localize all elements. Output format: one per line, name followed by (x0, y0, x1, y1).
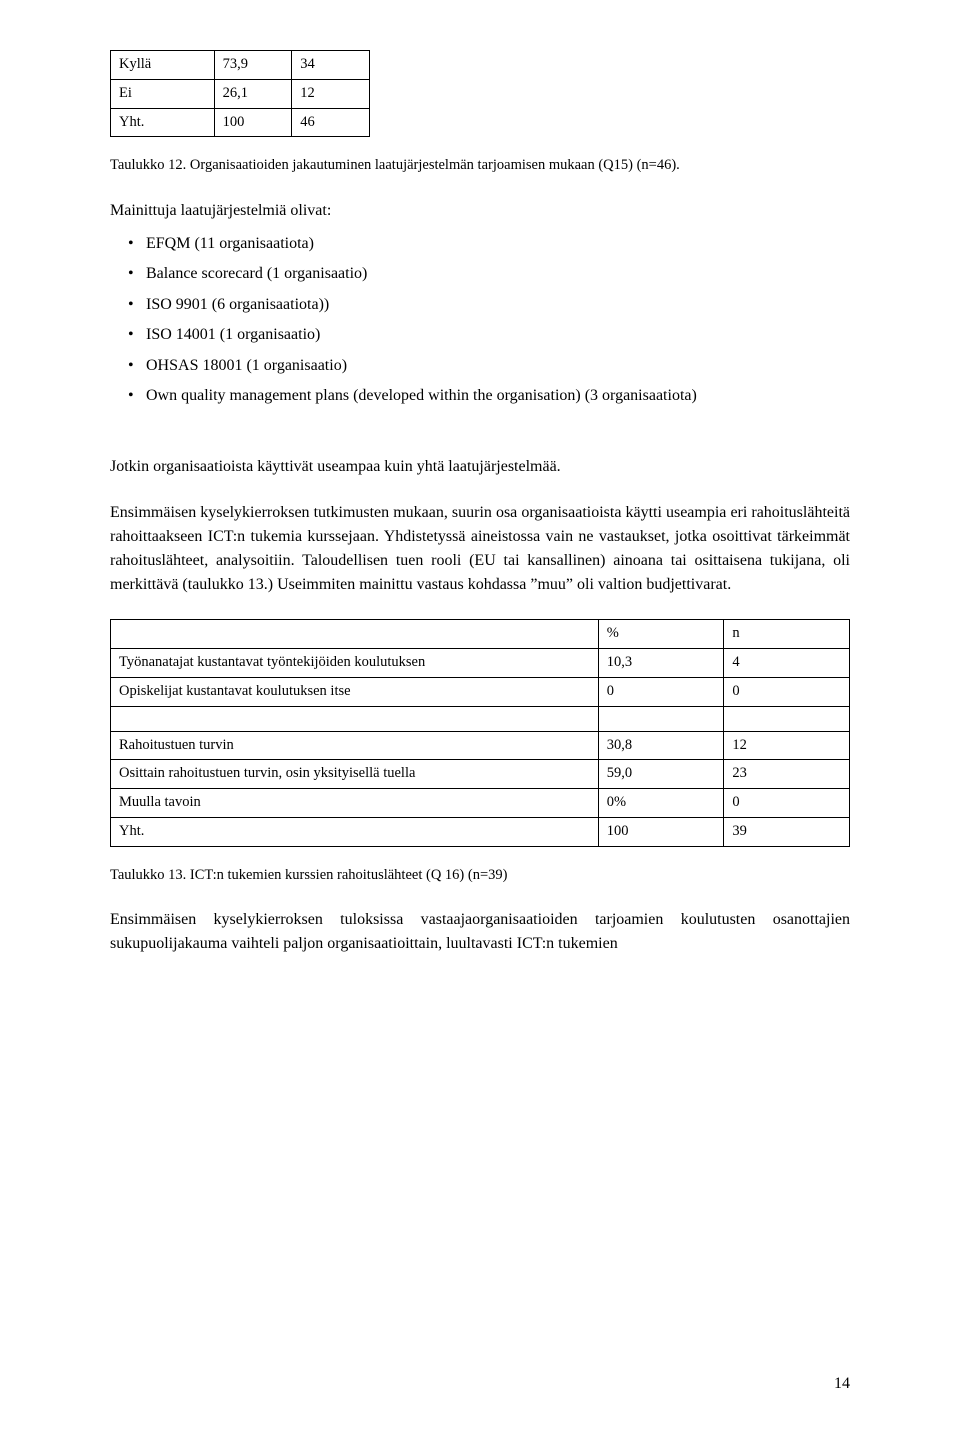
table13-caption: Taulukko 13. ICT:n tukemien kurssien rah… (110, 865, 850, 887)
list-item: ISO 14001 (1 organisaatio) (110, 320, 850, 350)
cell: 26,1 (214, 79, 292, 108)
table-gap-row (111, 706, 850, 731)
list-item: OHSAS 18001 (1 organisaatio) (110, 351, 850, 381)
cell: 0 (598, 677, 724, 706)
table-row: Ei 26,1 12 (111, 79, 370, 108)
table-q15: Kyllä 73,9 34 Ei 26,1 12 Yht. 100 46 (110, 50, 370, 137)
table-row: Opiskelijat kustantavat koulutuksen itse… (111, 677, 850, 706)
cell: 46 (292, 108, 370, 137)
cell: 23 (724, 760, 850, 789)
table12-caption: Taulukko 12. Organisaatioiden jakautumin… (110, 155, 850, 177)
list-item: EFQM (11 organisaatiota) (110, 229, 850, 259)
cell: n (724, 620, 850, 649)
paragraph-2: Ensimmäisen kyselykierroksen tutkimusten… (110, 501, 850, 597)
cell (111, 620, 599, 649)
intro-line: Mainittuja laatujärjestelmiä olivat: (110, 199, 850, 223)
table-row: Työnanatajat kustantavat työntekijöiden … (111, 649, 850, 678)
cell: 0% (598, 789, 724, 818)
cell: 12 (292, 79, 370, 108)
cell: Opiskelijat kustantavat koulutuksen itse (111, 677, 599, 706)
cell: Työnanatajat kustantavat työntekijöiden … (111, 649, 599, 678)
list-item: ISO 9901 (6 organisaatiota)) (110, 290, 850, 320)
table-row: Osittain rahoitustuen turvin, osin yksit… (111, 760, 850, 789)
table-row: Yht. 100 39 (111, 817, 850, 846)
cell: 34 (292, 51, 370, 80)
table-q16: % n Työnanatajat kustantavat työntekijöi… (110, 619, 850, 846)
paragraph-3: Ensimmäisen kyselykierroksen tuloksissa … (110, 908, 850, 956)
cell: 39 (724, 817, 850, 846)
cell: Muulla tavoin (111, 789, 599, 818)
cell: 100 (598, 817, 724, 846)
cell: 4 (724, 649, 850, 678)
page-number: 14 (834, 1372, 850, 1396)
cell: 30,8 (598, 731, 724, 760)
cell: Osittain rahoitustuen turvin, osin yksit… (111, 760, 599, 789)
list-item: Own quality management plans (developed … (110, 381, 850, 411)
table-row: Muulla tavoin 0% 0 (111, 789, 850, 818)
cell: 12 (724, 731, 850, 760)
cell: 10,3 (598, 649, 724, 678)
paragraph-1: Jotkin organisaatioista käyttivät useamp… (110, 455, 850, 479)
cell: Rahoitustuen turvin (111, 731, 599, 760)
bullet-list: EFQM (11 organisaatiota) Balance scoreca… (110, 229, 850, 411)
cell: 0 (724, 677, 850, 706)
cell: Kyllä (111, 51, 215, 80)
list-item: Balance scorecard (1 organisaatio) (110, 259, 850, 289)
table-row: Yht. 100 46 (111, 108, 370, 137)
cell: 59,0 (598, 760, 724, 789)
cell: 100 (214, 108, 292, 137)
cell: Yht. (111, 817, 599, 846)
table-row: Rahoitustuen turvin 30,8 12 (111, 731, 850, 760)
cell: 0 (724, 789, 850, 818)
cell: Ei (111, 79, 215, 108)
table-row: Kyllä 73,9 34 (111, 51, 370, 80)
cell: Yht. (111, 108, 215, 137)
cell: 73,9 (214, 51, 292, 80)
cell: % (598, 620, 724, 649)
table-row: % n (111, 620, 850, 649)
